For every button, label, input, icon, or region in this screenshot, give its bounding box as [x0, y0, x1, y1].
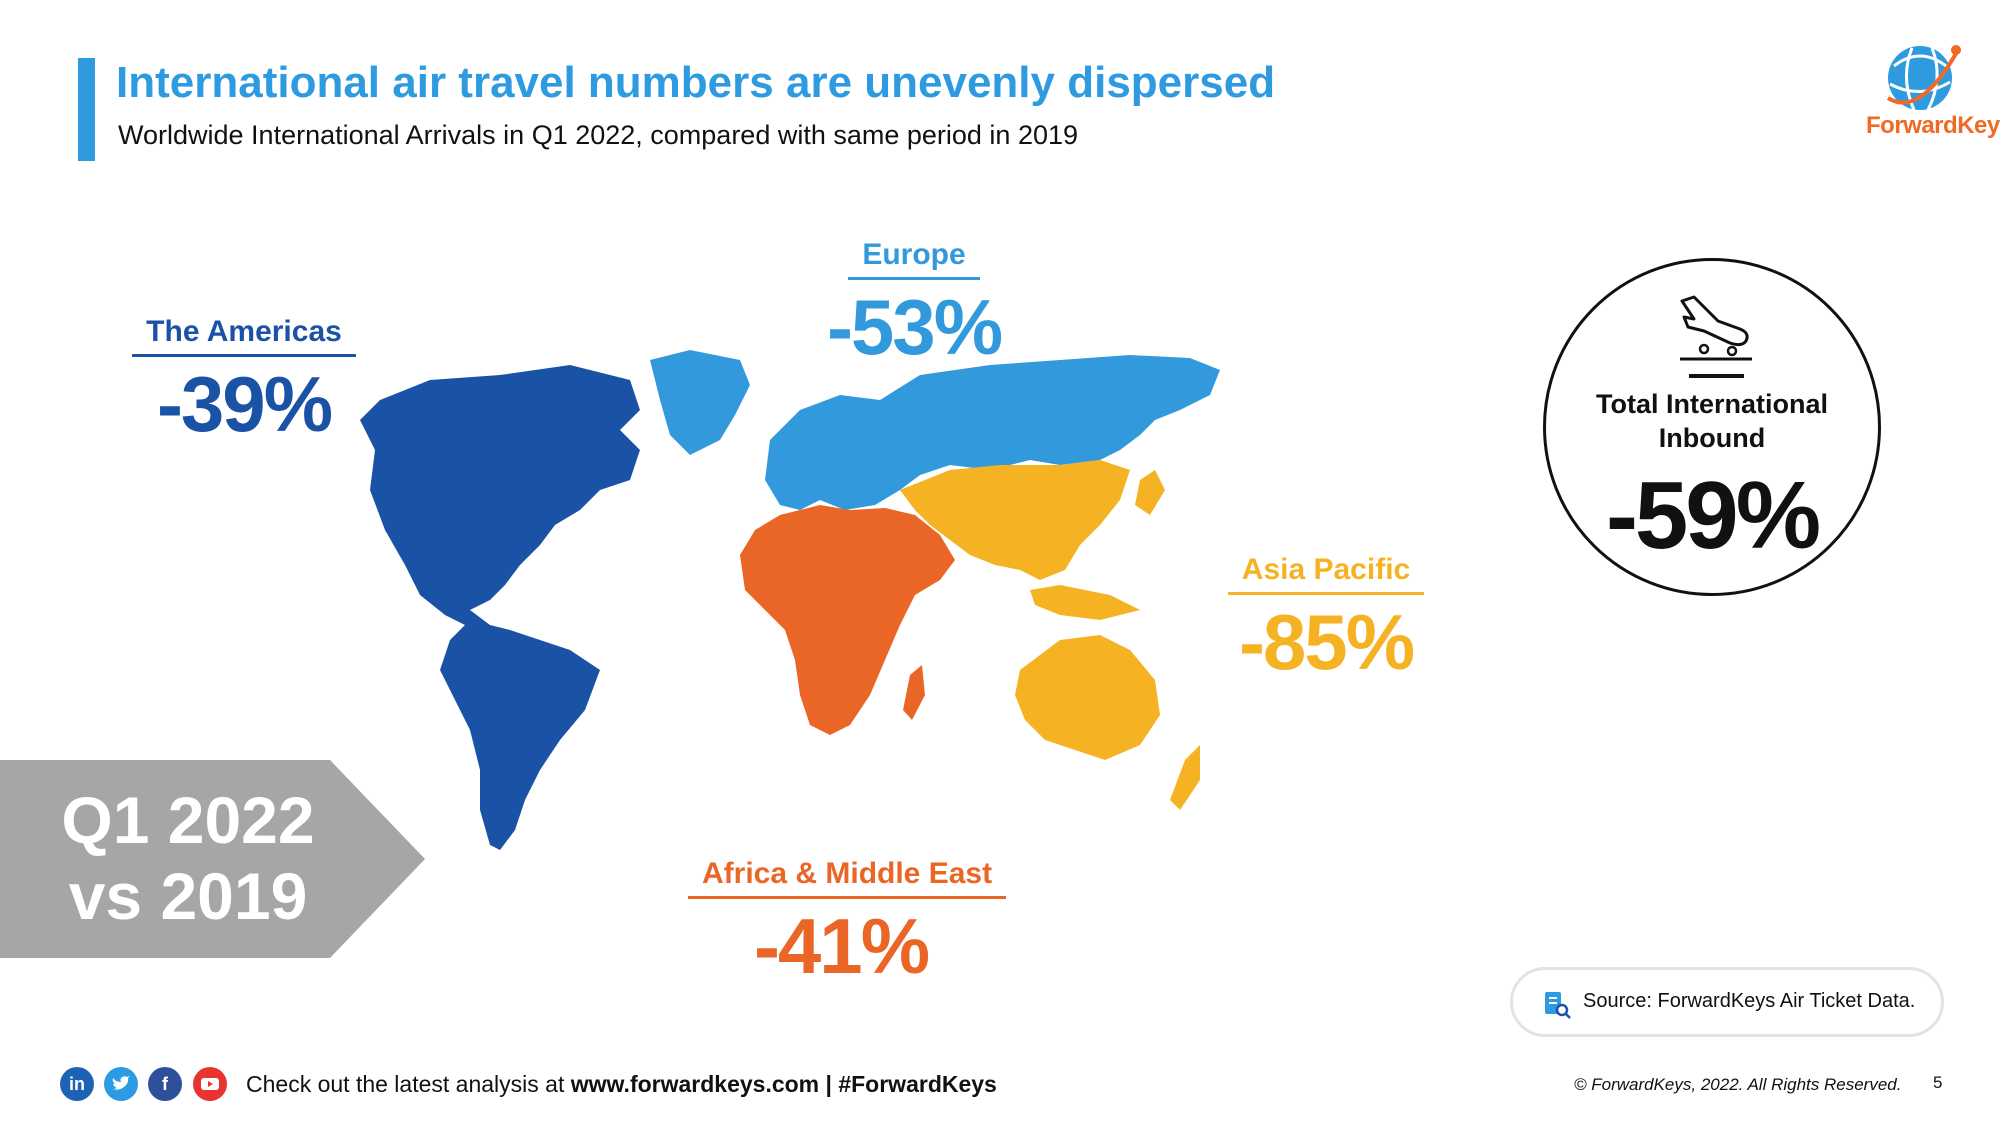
- total-inbound-label: Total International Inbound: [1595, 389, 1828, 453]
- map-region-europe: [765, 355, 1220, 510]
- map-region-greenland: [650, 350, 750, 455]
- map-region-asia-pacific: [900, 460, 1130, 580]
- page-subtitle: Worldwide International Arrivals in Q1 2…: [118, 120, 1079, 150]
- footer-call-to-action: Check out the latest analysis at www.for…: [246, 1071, 997, 1097]
- region-americas-change: -39%: [156, 360, 333, 448]
- region-europe-change: -53%: [826, 283, 1003, 371]
- forwardkeys-logo-icon: [1886, 45, 1961, 111]
- region-asia-pacific-change: -85%: [1238, 598, 1415, 686]
- twitter-icon[interactable]: [104, 1067, 138, 1101]
- total-inbound-change: -59%: [1605, 462, 1821, 569]
- linkedin-icon[interactable]: in: [60, 1067, 94, 1101]
- region-africa-middle-east-name: Africa & Middle East: [688, 857, 1007, 899]
- period-arrow-shape: [0, 760, 425, 958]
- document-search-icon: [1545, 992, 1571, 1019]
- map-region-southeast-asia: [1030, 585, 1140, 620]
- footer-link[interactable]: www.forwardkeys.com | #ForwardKeys: [570, 1071, 997, 1097]
- plane-landing-icon: [1680, 295, 1752, 361]
- period-label: Q1 2022 vs 2019: [28, 782, 348, 934]
- world-map: [360, 350, 1220, 850]
- youtube-icon[interactable]: [193, 1067, 227, 1101]
- map-region-australia: [1015, 635, 1160, 760]
- region-asia-pacific: Asia Pacific -85%: [1218, 553, 1434, 681]
- region-americas: The Americas -39%: [128, 315, 360, 443]
- facebook-icon[interactable]: f: [148, 1067, 182, 1101]
- total-inbound-badge: Total International Inbound -59%: [1543, 258, 1881, 596]
- page-number: 5: [1933, 1073, 1943, 1092]
- region-europe: Europe -53%: [805, 238, 1023, 366]
- copyright-notice: © ForwardKeys, 2022. All Rights Reserved…: [1574, 1075, 1902, 1094]
- region-europe-name: Europe: [848, 238, 980, 280]
- map-region-africa-middle-east: [740, 505, 955, 735]
- region-africa-middle-east-change: -41%: [753, 902, 930, 990]
- map-region-new-zealand: [1170, 745, 1200, 810]
- period-line-2: vs 2019: [68, 859, 308, 933]
- region-asia-pacific-name: Asia Pacific: [1227, 553, 1425, 595]
- source-note: Source: ForwardKeys Air Ticket Data.: [1510, 967, 1944, 1037]
- map-region-madagascar: [903, 665, 925, 720]
- period-line-1: Q1 2022: [61, 783, 315, 857]
- source-text: Source: ForwardKeys Air Ticket Data.: [1583, 990, 1916, 1012]
- title-accent-bar: [78, 58, 95, 161]
- map-region-americas: [360, 365, 640, 850]
- badge-divider: [1689, 374, 1744, 378]
- logo-wordmark: ForwardKeys: [1866, 112, 2000, 139]
- page-title: International air travel numbers are une…: [116, 58, 1276, 107]
- region-americas-name: The Americas: [132, 315, 356, 357]
- map-region-japan: [1135, 470, 1165, 515]
- region-africa-middle-east: Africa & Middle East -41%: [688, 857, 1007, 990]
